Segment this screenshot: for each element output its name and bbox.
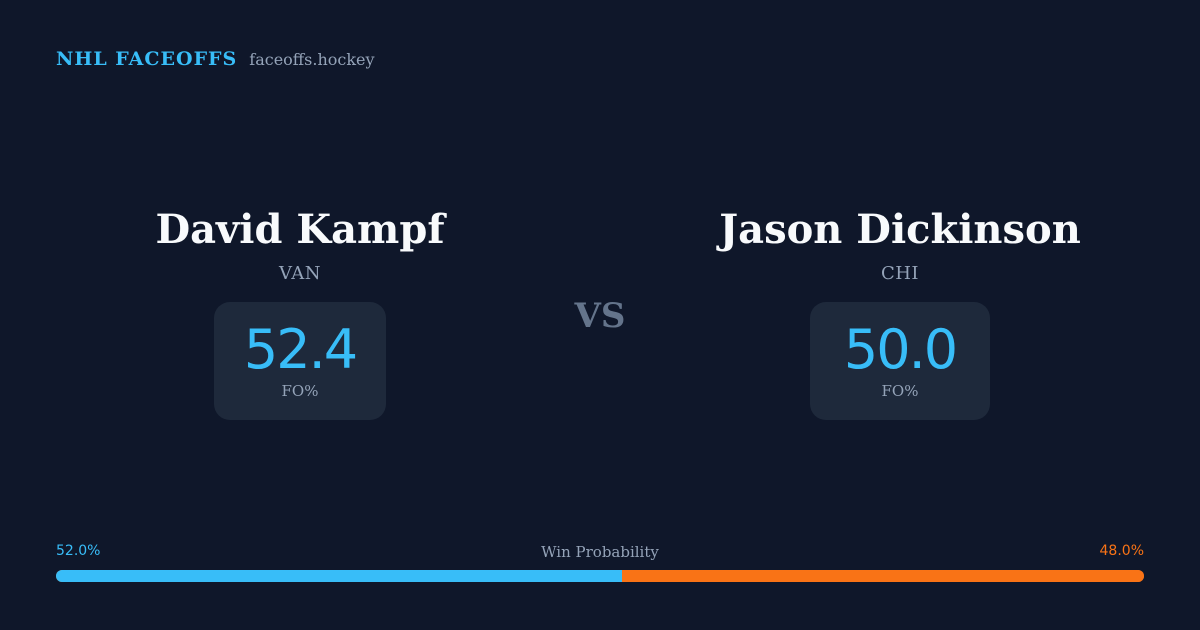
- win-probability-labels: Win Probability 52.0% 48.0%: [56, 543, 1144, 563]
- player-name-left: David Kampf: [155, 206, 445, 253]
- win-probability-fill-left: [56, 570, 622, 582]
- brand: NHL FACEOFFS faceoffs.hockey: [56, 48, 375, 70]
- brand-name: NHL FACEOFFS: [56, 48, 238, 70]
- versus-label: VS: [574, 296, 626, 336]
- player-name-right: Jason Dickinson: [719, 206, 1081, 253]
- player-team-left: VAN: [278, 263, 322, 284]
- faceoff-label-right: FO%: [881, 382, 919, 400]
- win-probability-bar: [56, 570, 1144, 582]
- player-card-right: Jason Dickinson CHI 50.0 FO%: [670, 204, 1130, 420]
- brand-domain: faceoffs.hockey: [249, 50, 375, 69]
- faceoff-stat-box-right: 50.0 FO%: [810, 302, 990, 420]
- faceoff-percentage-left: 52.4: [243, 318, 358, 381]
- win-probability-title: Win Probability: [541, 543, 659, 561]
- win-probability-fill-right: [621, 570, 1144, 582]
- faceoff-label-left: FO%: [281, 382, 319, 400]
- win-probability-left-value: 52.0%: [56, 543, 101, 559]
- win-probability-right-value: 48.0%: [1099, 543, 1144, 559]
- faceoff-stat-box-left: 52.4 FO%: [214, 302, 386, 420]
- faceoff-percentage-right: 50.0: [843, 318, 958, 381]
- player-card-left: David Kampf VAN 52.4 FO%: [70, 204, 530, 420]
- player-team-right: CHI: [880, 263, 920, 284]
